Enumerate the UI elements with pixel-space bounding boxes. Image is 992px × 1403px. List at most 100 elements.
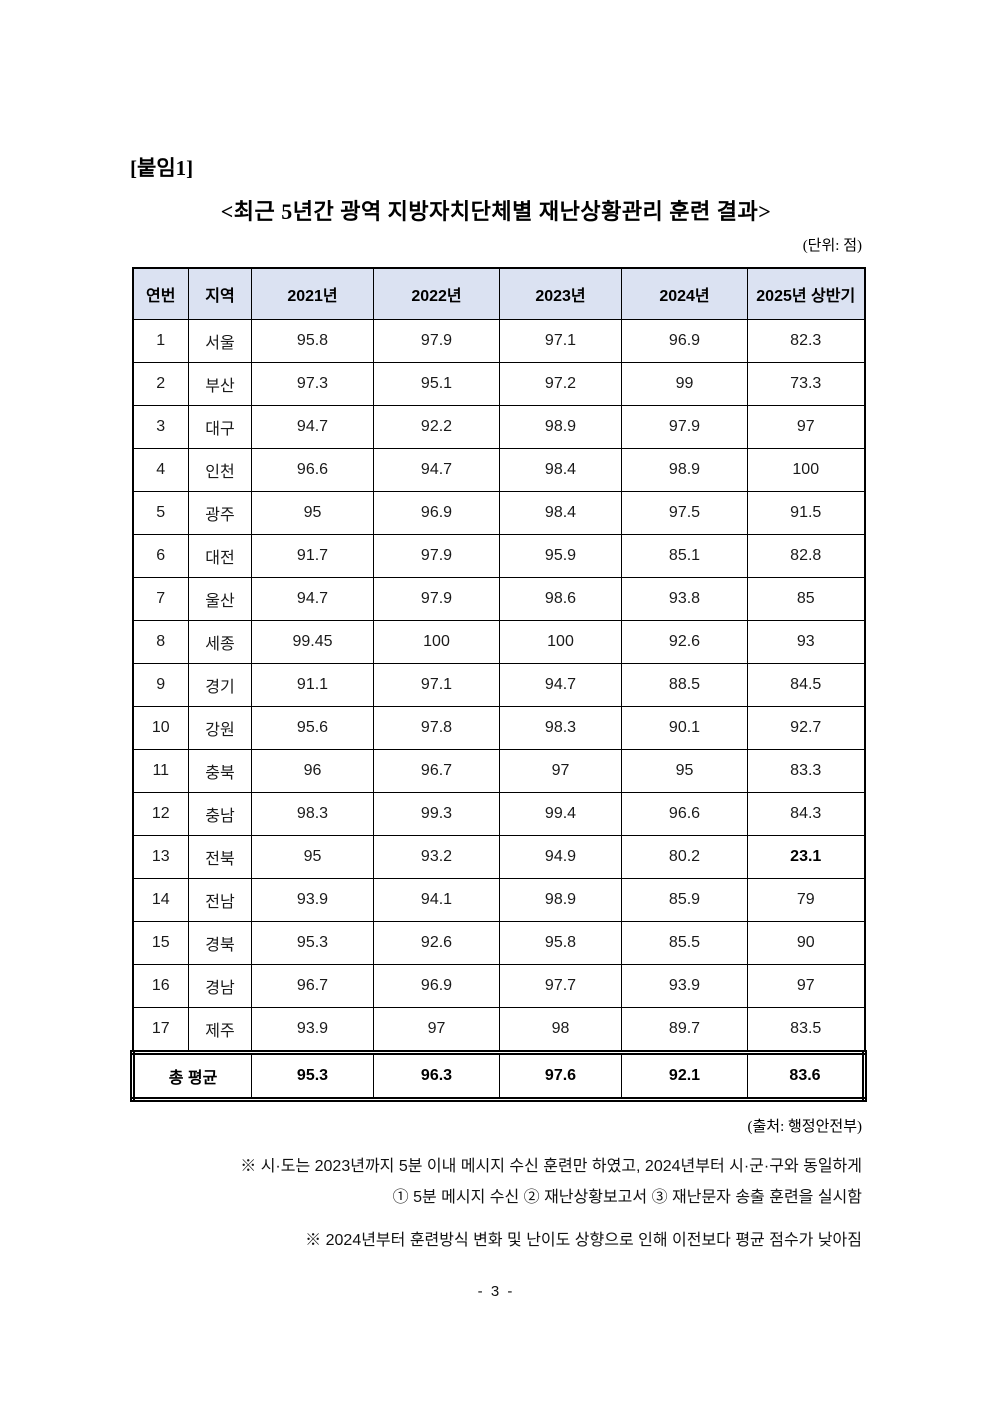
score-cell: 95.8: [499, 921, 622, 965]
region-cell: 전남: [188, 878, 252, 922]
region-cell: 제주: [188, 1007, 252, 1053]
unit-label: (단위: 점): [802, 238, 862, 254]
score-cell: 91.1: [251, 663, 374, 707]
score-cell: 98.4: [499, 448, 622, 492]
score-cell: 83.5: [747, 1007, 865, 1053]
row-number-cell: 17: [132, 1007, 189, 1053]
row-number-cell: 15: [132, 921, 189, 965]
score-cell: 96.6: [251, 448, 374, 492]
row-number-cell: 10: [132, 706, 189, 750]
table-row: 7 울산 94.7 97.9 98.6 93.8 85: [132, 577, 865, 621]
score-cell: 95.3: [251, 921, 374, 965]
table-row: 6 대전 91.7 97.9 95.9 85.1 82.8: [132, 534, 865, 578]
row-number-cell: 1: [132, 319, 189, 363]
score-cell: 85.1: [621, 534, 748, 578]
region-cell: 전북: [188, 835, 252, 879]
score-cell: 91.7: [251, 534, 374, 578]
score-cell: 85: [747, 577, 865, 621]
score-cell: 93.2: [373, 835, 500, 879]
table-row: 15 경북 95.3 92.6 95.8 85.5 90: [132, 921, 865, 965]
row-number-cell: 13: [132, 835, 189, 879]
row-number-cell: 14: [132, 878, 189, 922]
score-cell: 93.8: [621, 577, 748, 621]
score-cell: 88.5: [621, 663, 748, 707]
total-row: 총 평균 95.3 96.3 97.6 92.1 83.6: [130, 1050, 867, 1102]
score-cell: 98.9: [621, 448, 748, 492]
score-cell: 94.7: [251, 405, 374, 449]
score-cell: 100: [373, 620, 500, 664]
table-row: 12 충남 98.3 99.3 99.4 96.6 84.3: [132, 792, 865, 836]
table-row: 5 광주 95 96.9 98.4 97.5 91.5: [132, 491, 865, 535]
table-row: 3 대구 94.7 92.2 98.9 97.9 97: [132, 405, 865, 449]
score-cell: 94.9: [499, 835, 622, 879]
region-cell: 광주: [188, 491, 252, 535]
score-cell: 96: [251, 749, 374, 793]
region-cell: 대전: [188, 534, 252, 578]
score-cell: 80.2: [621, 835, 748, 879]
note-line-1: ※ 시·도는 2023년까지 5분 이내 메시지 수신 훈련만 하였고, 202…: [240, 1158, 862, 1175]
table-row: 2 부산 97.3 95.1 97.2 99 73.3: [132, 362, 865, 406]
score-cell: 98.4: [499, 491, 622, 535]
column-header-2025h1: 2025년 상반기: [747, 267, 865, 320]
table-row: 13 전북 95 93.2 94.9 80.2 23.1: [132, 835, 865, 879]
score-cell: 95: [621, 749, 748, 793]
score-cell: 91.5: [747, 491, 865, 535]
table-row: 4 인천 96.6 94.7 98.4 98.9 100: [132, 448, 865, 492]
region-cell: 충남: [188, 792, 252, 836]
region-cell: 부산: [188, 362, 252, 406]
score-cell: 97.9: [373, 534, 500, 578]
region-cell: 강원: [188, 706, 252, 750]
score-cell: 92.6: [621, 620, 748, 664]
score-cell: 93.9: [621, 964, 748, 1008]
score-cell: 95.6: [251, 706, 374, 750]
score-cell: 96.6: [621, 792, 748, 836]
row-number-cell: 11: [132, 749, 189, 793]
row-number-cell: 7: [132, 577, 189, 621]
column-header-2024: 2024년: [621, 267, 748, 320]
score-cell: 94.7: [499, 663, 622, 707]
attachment-label: [붙임1]: [130, 156, 194, 180]
score-cell: 96.7: [373, 749, 500, 793]
score-cell: 97: [747, 964, 865, 1008]
score-cell: 97.8: [373, 706, 500, 750]
row-number-cell: 8: [132, 620, 189, 664]
score-cell: 94.7: [251, 577, 374, 621]
score-cell: 99: [621, 362, 748, 406]
region-cell: 인천: [188, 448, 252, 492]
score-cell: 90.1: [621, 706, 748, 750]
score-cell: 90: [747, 921, 865, 965]
row-number-cell: 12: [132, 792, 189, 836]
region-cell: 대구: [188, 405, 252, 449]
total-score-cell: 97.6: [499, 1050, 622, 1102]
score-cell: 73.3: [747, 362, 865, 406]
table-row: 8 세종 99.45 100 100 92.6 93: [132, 620, 865, 664]
score-cell: 98.9: [499, 405, 622, 449]
column-header-region: 지역: [188, 267, 252, 320]
column-header-no: 연번: [132, 267, 189, 320]
total-score-cell: 92.1: [621, 1050, 748, 1102]
row-number-cell: 16: [132, 964, 189, 1008]
column-header-2023: 2023년: [499, 267, 622, 320]
region-cell: 울산: [188, 577, 252, 621]
score-cell: 97.7: [499, 964, 622, 1008]
score-cell: 92.7: [747, 706, 865, 750]
score-cell: 83.3: [747, 749, 865, 793]
score-cell: 93.9: [251, 878, 374, 922]
region-cell: 세종: [188, 620, 252, 664]
notes-block: ※ 시·도는 2023년까지 5분 이내 메시지 수신 훈련만 하였고, 202…: [130, 1151, 862, 1256]
score-cell: 85.5: [621, 921, 748, 965]
score-cell: 98.3: [251, 792, 374, 836]
region-cell: 경남: [188, 964, 252, 1008]
score-cell: 79: [747, 878, 865, 922]
score-cell: 99.4: [499, 792, 622, 836]
training-results-table: 연번 지역 2021년 2022년 2023년 2024년 2025년 상반기 …: [130, 267, 867, 1102]
total-label-cell: 총 평균: [130, 1050, 252, 1102]
score-cell: 97.2: [499, 362, 622, 406]
table-header-row: 연번 지역 2021년 2022년 2023년 2024년 2025년 상반기: [132, 267, 865, 320]
score-cell: 100: [499, 620, 622, 664]
score-cell: 82.8: [747, 534, 865, 578]
row-number-cell: 5: [132, 491, 189, 535]
score-cell: 98.3: [499, 706, 622, 750]
score-cell: 85.9: [621, 878, 748, 922]
